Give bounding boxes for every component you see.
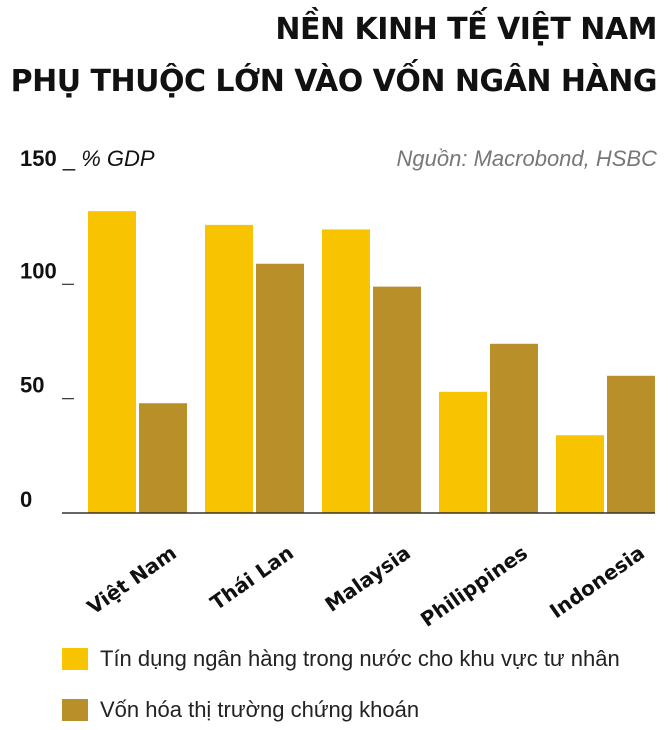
x-tick-label-3: Philippines [416, 540, 532, 631]
bar-market-cap-0 [139, 403, 187, 513]
y-axis-unit: 150 _ % GDP [20, 146, 155, 172]
x-tick-label-0: Việt Nam [83, 540, 181, 619]
bar-credit-3 [439, 391, 487, 513]
bar-market-cap-3 [490, 343, 538, 513]
chart-title-line-1: NỀN KINH TẾ VIỆT NAM [275, 12, 657, 47]
x-tick-label-1: Thái Lan [206, 540, 298, 615]
bar-credit-4 [556, 435, 604, 513]
bar-market-cap-4 [607, 375, 655, 513]
y-tick-label-100: 100 [20, 258, 57, 283]
tick-mark-150: _ [62, 146, 76, 171]
y-tick-label-0: 0 [20, 487, 32, 512]
x-tick-label-4: Indonesia [545, 540, 649, 623]
bar-credit-1 [205, 224, 253, 513]
x-tick-label-2: Malaysia [320, 540, 414, 616]
y-axis-unit-label: % GDP [81, 146, 155, 171]
bar-market-cap-2 [373, 286, 421, 513]
y-tick-150: 150 [20, 146, 57, 171]
legend-item-credit: Tín dụng ngân hàng trong nước cho khu vự… [62, 646, 620, 672]
legend-label-market-cap: Vốn hóa thị trường chứng khoán [100, 697, 420, 722]
y-tick-label-50: 50 [20, 373, 44, 398]
legend-swatch-credit [62, 648, 88, 670]
legend-label-credit: Tín dụng ngân hàng trong nước cho khu vự… [100, 646, 620, 671]
bar-credit-0 [88, 211, 136, 513]
legend-swatch-market-cap [62, 699, 88, 721]
bar-market-cap-1 [256, 263, 304, 513]
bar-chart: 0 50 100 Việt Nam Thái Lan Malaysia Philippine… [20, 211, 655, 632]
bar-credit-2 [322, 229, 370, 513]
chart-title-line-2: PHỤ THUỘC LỚN VÀO VỐN NGÂN HÀNG [10, 64, 658, 99]
legend-item-market-cap: Vốn hóa thị trường chứng khoán [62, 697, 419, 723]
source-note: Nguồn: Macrobond, HSBC [396, 146, 657, 171]
